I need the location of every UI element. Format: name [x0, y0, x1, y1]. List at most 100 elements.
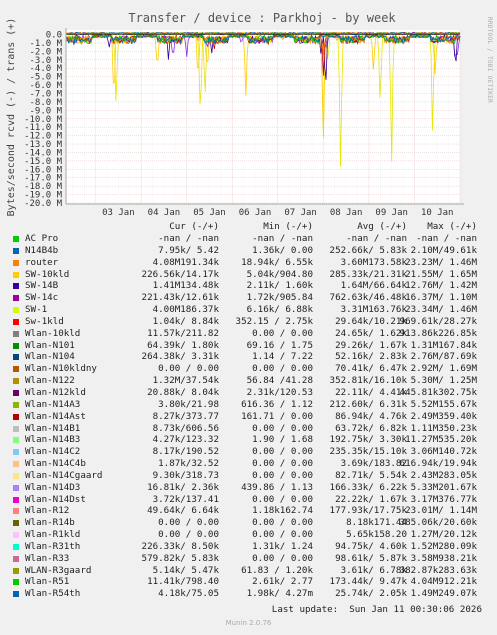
legend-row: Wlan-N14B3 4.27k/123.32 1.90 / 1.68 192.75k… [13, 434, 493, 446]
legend-avg: 173.44k/ 9.47k [329, 576, 407, 588]
legend-max: 1.31M167.84k [410, 339, 477, 351]
x-tick-label: 10 Jan [421, 208, 454, 218]
chart-title: Transfer / device : Parkhoj - by week [128, 11, 396, 25]
legend-table: Cur (-/+) Min (-/+) Avg (-/+) Max (-/+) … [13, 221, 493, 600]
y-tick-label: -12.0 M [24, 132, 63, 142]
legend-cur: 1.41M134.48k [152, 280, 219, 292]
legend-cur: 8.27k/373.77 [152, 410, 219, 422]
legend-swatch [13, 567, 19, 574]
y-tick-label: -19.0 M [24, 191, 63, 201]
legend-avg: 70.41k/ 6.47k [335, 363, 407, 375]
legend-cur: -nan / -nan [158, 233, 219, 244]
legend-max: 2.10M/49.61k [410, 244, 477, 256]
y-tick-label: -8.0 M [29, 98, 62, 108]
y-tick-label: -13.0 M [24, 140, 63, 150]
legend-min: 439.86 / 1.13 [241, 481, 313, 493]
x-tick-label: 06 Jan [239, 208, 272, 218]
legend-avg: 3.69k/183.82 [340, 458, 407, 470]
y-tick-label: -14.0 M [24, 148, 63, 158]
plot-background [66, 30, 460, 204]
legend-swatch [13, 307, 19, 314]
legend-swatch [13, 295, 19, 302]
y-tick-label: -3.0 M [29, 56, 62, 66]
y-tick-label: -17.0 M [24, 174, 63, 184]
legend-name: Wlan-R14b [25, 517, 75, 529]
y-tick-label: -18.0 M [24, 182, 63, 192]
legend-avg: 166.33k/ 6.22k [329, 481, 407, 493]
legend-row: WLAN-R3gaard 5.14k/ 5.47k 61.83 / 1.20k 3.6… [13, 565, 493, 577]
header-min: Min (-/+) [263, 221, 313, 232]
legend-swatch [13, 378, 19, 385]
legend-avg: 252.66k/ 5.83k [329, 244, 407, 256]
legend-avg: 63.72k/ 6.82k [335, 422, 407, 434]
legend-avg: 192.75k/ 3.30k [329, 434, 407, 446]
legend-row: Wlan-N10kldny 0.00 / 0.00 0.00 / 0.00 70.41… [13, 363, 493, 375]
legend-row: Wlan-R1kld 0.00 / 0.00 0.00 / 0.00 5.65k158… [13, 529, 493, 541]
legend-avg: 25.74k/ 2.05k [335, 588, 407, 600]
legend-name: Wlan-N14Dst [25, 493, 86, 505]
y-tick-label: -10.0 M [24, 115, 63, 125]
legend-row: router 4.08M191.34k 18.94k/ 6.55k 3.60M173.… [13, 257, 493, 269]
legend-swatch [13, 236, 19, 242]
legend-max: 616.94k/19.94k [399, 458, 477, 470]
legend-row: Wlan-R51 11.41k/798.40 2.61k/ 2.77 173.44k/… [13, 576, 493, 588]
legend-cur: 5.14k/ 5.47k [152, 564, 219, 576]
legend-swatch [13, 532, 19, 539]
legend-swatch [13, 449, 19, 456]
legend-row: Wlan-R31th 226.33k/ 8.50k 1.31k/ 1.24 94.75… [13, 541, 493, 553]
legend-swatch [13, 437, 19, 444]
legend-row: Wlan-N12kld 20.88k/ 8.04k 2.31k/120.53 22.1… [13, 387, 493, 399]
legend-cur: 0.00 / 0.00 [158, 517, 219, 529]
x-tick-label: 09 Jan [375, 208, 408, 218]
legend-min: 1.72k/905.84 [246, 292, 313, 304]
legend-min: 161.71 / 0.00 [241, 410, 313, 422]
legend-cur: 4.27k/123.32 [152, 434, 219, 446]
legend-max: 382.87k283.63k [399, 564, 477, 576]
x-tick-label: 08 Jan [330, 208, 363, 218]
legend-name: Wlan-N14B3 [25, 434, 81, 446]
legend-row: Wlan-N122 1.32M/37.54k 56.84 /41.28 352.81k… [13, 375, 493, 387]
legend-cur: 16.81k/ 2.36k [147, 481, 219, 493]
legend-row: Wlan-N14Cgaard 9.30k/318.73 0.00 / 0.00 82.… [13, 470, 493, 482]
legend-min: 1.18k162.74 [252, 505, 313, 517]
legend-name: AC Pro [25, 233, 59, 244]
series-line [65, 34, 461, 46]
legend-avg: 29.26k/ 1.67k [335, 339, 407, 351]
legend-min: 18.94k/ 6.55k [241, 256, 313, 268]
legend-min: 0.00 / 0.00 [252, 552, 313, 564]
legend-max: 1.27M/20.12k [410, 529, 477, 541]
legend-cur: 1.32M/37.54k [152, 375, 219, 387]
legend-swatch [13, 461, 19, 468]
legend-swatch [13, 342, 19, 349]
legend-min: 1.90 / 1.68 [252, 434, 313, 446]
legend-row: Wlan-10kld 11.57k/211.82 0.00 / 0.00 24.65k… [13, 328, 493, 340]
chart-area: Transfer / device : Parkhoj - by week By… [6, 11, 493, 218]
legend-name: SW-10kld [25, 268, 70, 280]
legend-row: Wlan-N14C4b 1.87k/32.52 0.00 / 0.00 3.69k/1… [13, 458, 493, 470]
legend-name: Wlan-R33 [25, 552, 70, 564]
legend-row: Sw-1kld 1.04k/ 8.84k 352.15 / 2.75k 29.64k/… [13, 316, 493, 328]
legend-name: Wlan-N14B1 [25, 422, 81, 434]
legend-max: 5.30M/ 1.25M [410, 375, 477, 387]
legend-min: 616.36 / 1.12 [241, 398, 313, 410]
legend-min: 0.00 / 0.00 [252, 458, 313, 470]
y-tick-label: 0.0 [46, 31, 62, 41]
legend-name: Wlan-R54th [25, 588, 81, 600]
legend-min: 56.84 /41.28 [246, 375, 313, 387]
grid [66, 30, 461, 204]
legend-name: Wlan-N10kldny [25, 363, 97, 375]
legend-min: 2.11k/ 1.60k [246, 280, 313, 292]
legend-avg: 1.64M/66.64k [340, 280, 407, 292]
legend-name: SW-14c [25, 292, 59, 304]
y-tick-label: -20.0 M [24, 199, 63, 209]
legend-max: 5.33M201.67k [410, 481, 477, 493]
legend-row: AC Pro -nan / -nan -nan / -nan -nan / -nan -… [13, 233, 493, 245]
legend-cur: 49.64k/ 6.64k [147, 505, 219, 517]
legend-header: Cur (-/+) Min (-/+) Avg (-/+) Max (-/+) [13, 221, 493, 233]
x-tick-label: 07 Jan [284, 208, 317, 218]
legend-name: SW-14B [25, 280, 59, 292]
legend-row: Wlan-R12 49.64k/ 6.64k 1.18k162.74 177.93k/… [13, 505, 493, 517]
legend-avg: 352.81k/16.10k [329, 375, 407, 387]
legend-name: Wlan-R1kld [25, 529, 81, 541]
legend-row: Wlan-N14C2 8.17k/190.52 0.00 / 0.00 235.35k… [13, 446, 493, 458]
